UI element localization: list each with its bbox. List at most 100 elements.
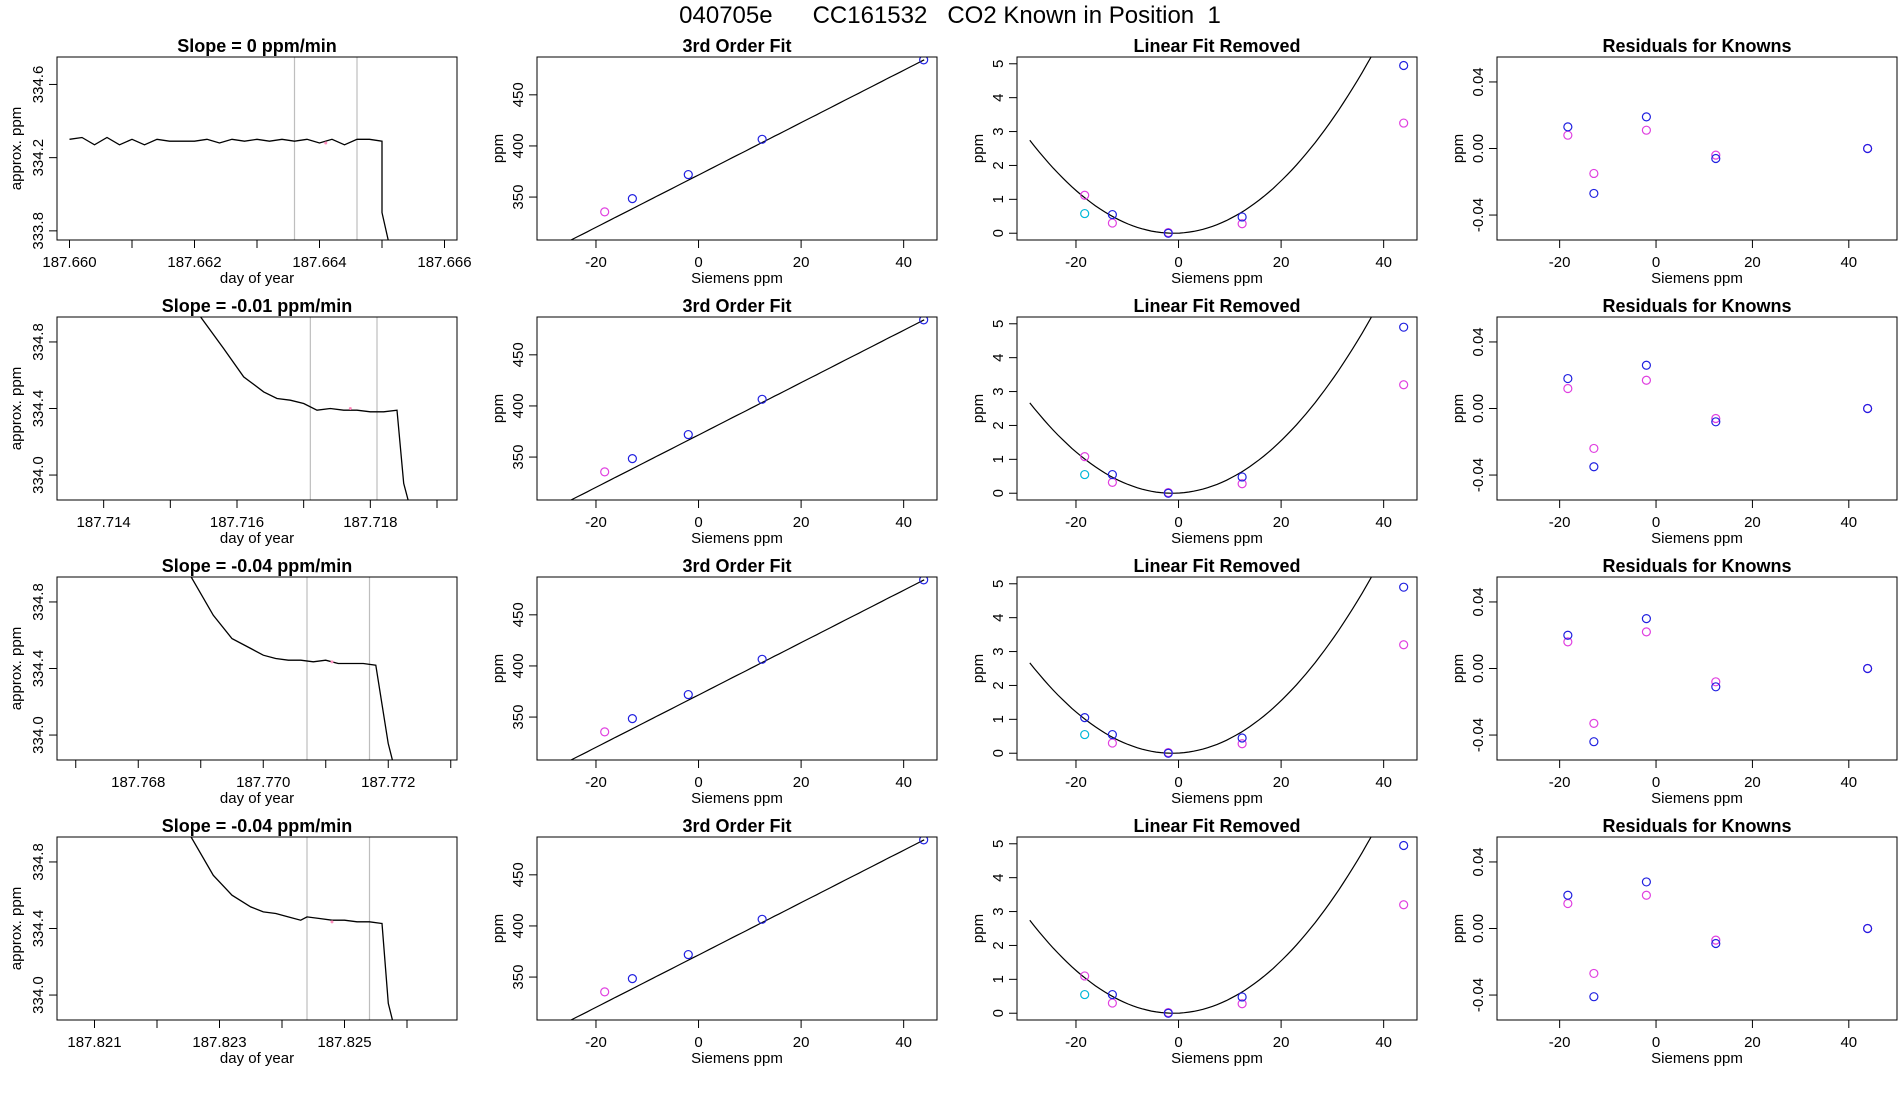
data-point-magenta bbox=[1563, 898, 1573, 909]
y-axis-label: ppm bbox=[490, 654, 507, 683]
data-point-magenta bbox=[1107, 738, 1117, 748]
panel: Slope = -0.04 ppm/min 187.821 187.823 187.8… bbox=[8, 816, 458, 1067]
data-point-blue bbox=[1589, 188, 1599, 199]
data-point-blue bbox=[1399, 322, 1409, 332]
x-tick-label: 40 bbox=[1840, 774, 1857, 791]
data-point-blue bbox=[757, 134, 767, 144]
x-tick-label: -20 bbox=[1549, 774, 1571, 791]
data-point-blue bbox=[1589, 737, 1599, 747]
data-point-blue bbox=[1711, 417, 1721, 427]
y-axis-label: ppm bbox=[490, 914, 507, 943]
y-axis-label: approx. ppm bbox=[8, 367, 25, 450]
data-point-blue bbox=[757, 394, 767, 404]
x-tick-label: 20 bbox=[793, 774, 810, 791]
y-tick-label: 0 bbox=[990, 749, 1007, 757]
x-tick-label: 40 bbox=[1840, 514, 1857, 531]
data-point-magenta bbox=[600, 467, 610, 477]
plot-frame bbox=[1016, 576, 1418, 761]
x-tick-label: -20 bbox=[1549, 254, 1571, 271]
x-tick-label: -20 bbox=[1065, 514, 1087, 531]
x-tick-label: 0 bbox=[1652, 1034, 1660, 1051]
x-tick-label: 40 bbox=[1840, 254, 1857, 271]
plot-area bbox=[569, 577, 929, 760]
plot-area bbox=[190, 837, 394, 1020]
plot-area bbox=[199, 317, 409, 500]
x-axis-label: Siemens ppm bbox=[1171, 790, 1263, 807]
y-tick-label: 450 bbox=[510, 82, 527, 107]
panel-title: Linear Fit Removed bbox=[1133, 296, 1300, 316]
x-tick-label: 40 bbox=[895, 254, 912, 271]
x-tick-label: 40 bbox=[1375, 1034, 1392, 1051]
data-point-blue bbox=[683, 429, 693, 440]
data-point-blue bbox=[1863, 403, 1873, 414]
data-point-blue bbox=[919, 577, 929, 585]
mean-marker bbox=[330, 660, 334, 664]
data-point-blue bbox=[1237, 992, 1247, 1002]
panel: 3rd Order Fit -20 0 20 40 350 400 450 Siemens pp… bbox=[490, 36, 938, 287]
data-point-blue bbox=[627, 973, 637, 984]
data-point-blue bbox=[1080, 713, 1090, 723]
x-tick-label: 20 bbox=[793, 1034, 810, 1051]
data-point-blue bbox=[683, 689, 693, 700]
panel: Residuals for Knowns -20 0 20 40 -0.04 0.00 0.0… bbox=[1450, 36, 1898, 287]
figure-title: 040705e CC161532 CO2 Known in Position 1 bbox=[679, 2, 1221, 29]
x-tick-label: 20 bbox=[793, 254, 810, 271]
x-tick-label: 187.718 bbox=[343, 514, 397, 531]
data-point-blue bbox=[1563, 373, 1573, 384]
series-line bbox=[199, 317, 409, 500]
x-tick-label: -20 bbox=[1065, 254, 1087, 271]
y-tick-label: 0.00 bbox=[1470, 654, 1487, 683]
y-tick-label: 450 bbox=[510, 342, 527, 367]
fit-curve bbox=[1029, 837, 1372, 1014]
y-tick-label: 0.04 bbox=[1470, 327, 1487, 356]
x-tick-label: 0 bbox=[694, 254, 702, 271]
y-tick-label: 333.8 bbox=[30, 212, 47, 250]
plot-frame bbox=[536, 316, 938, 501]
x-tick-label: 187.772 bbox=[361, 774, 415, 791]
x-tick-label: 20 bbox=[1744, 774, 1761, 791]
data-point-blue bbox=[1399, 582, 1409, 592]
y-tick-label: 3 bbox=[990, 127, 1007, 135]
x-tick-label: 187.666 bbox=[417, 254, 471, 271]
x-tick-label: 187.823 bbox=[192, 1034, 246, 1051]
plot-area bbox=[69, 57, 389, 240]
y-axis-label: ppm bbox=[1450, 134, 1467, 163]
data-point-blue bbox=[1399, 840, 1409, 851]
data-point-blue bbox=[1399, 60, 1409, 71]
x-tick-label: 187.714 bbox=[77, 514, 131, 531]
data-point-magenta bbox=[600, 727, 610, 737]
x-axis-label: day of year bbox=[220, 530, 294, 547]
data-point-blue bbox=[1589, 462, 1599, 472]
data-point-magenta bbox=[1589, 443, 1599, 454]
data-point-blue bbox=[1107, 729, 1117, 740]
y-axis-label: approx. ppm bbox=[8, 107, 25, 190]
x-tick-label: -20 bbox=[1065, 1034, 1087, 1051]
y-tick-label: 0.04 bbox=[1470, 587, 1487, 616]
data-point-blue bbox=[1107, 469, 1117, 480]
y-tick-label: 5 bbox=[990, 580, 1007, 588]
data-point-magenta bbox=[1711, 935, 1721, 945]
data-point-magenta bbox=[1237, 739, 1247, 749]
data-point-blue bbox=[1641, 877, 1651, 887]
y-tick-label: 0.00 bbox=[1470, 134, 1487, 163]
panel: Slope = 0 ppm/min 187.660 187.662 187.664 18… bbox=[8, 36, 472, 287]
panel-title: Residuals for Knowns bbox=[1602, 556, 1791, 576]
y-axis-label: approx. ppm bbox=[8, 627, 25, 710]
panel-title: Residuals for Knowns bbox=[1602, 816, 1791, 836]
panel: 3rd Order Fit -20 0 20 40 350 400 450 Siemens pp… bbox=[490, 816, 938, 1067]
y-tick-label: 4 bbox=[990, 873, 1007, 881]
y-tick-label: 5 bbox=[990, 840, 1007, 848]
series-line bbox=[190, 577, 394, 760]
y-tick-label: 4 bbox=[990, 93, 1007, 101]
data-point-magenta bbox=[1641, 627, 1651, 637]
panel: 3rd Order Fit -20 0 20 40 350 400 450 Siemens pp… bbox=[490, 556, 938, 807]
x-axis-label: day of year bbox=[220, 270, 294, 287]
panel: Linear Fit Removed -20 0 20 40 0 1 2 3 4 5 Siemens … bbox=[970, 296, 1418, 547]
data-point-blue bbox=[1863, 143, 1873, 154]
data-point-blue bbox=[919, 57, 929, 65]
y-tick-label: 3 bbox=[990, 647, 1007, 655]
y-tick-label: 334.4 bbox=[30, 650, 47, 688]
y-tick-label: 334.2 bbox=[30, 139, 47, 177]
x-tick-label: 20 bbox=[1744, 1034, 1761, 1051]
x-axis-label: Siemens ppm bbox=[1171, 530, 1263, 547]
